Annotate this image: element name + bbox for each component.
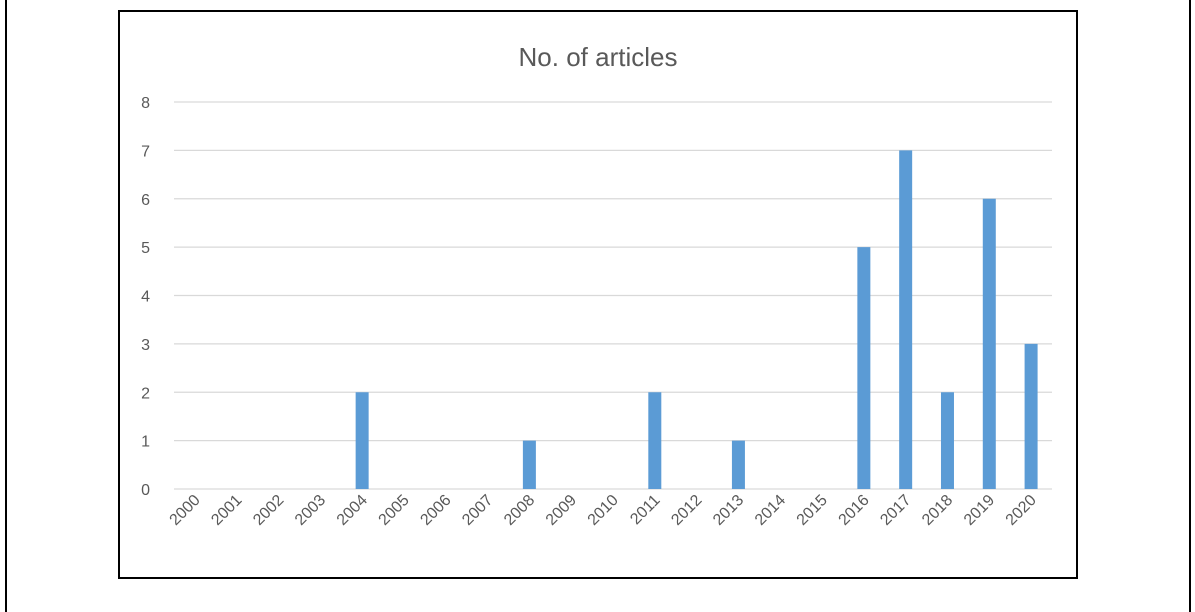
x-tick-label-2012: 2012 [668, 492, 705, 529]
x-tick-label-2019: 2019 [961, 492, 998, 529]
y-tick-label-3: 3 [141, 337, 150, 354]
bar-2004 [355, 392, 369, 489]
x-tick-label-2017: 2017 [877, 492, 914, 529]
y-tick-label-0: 0 [141, 482, 150, 499]
page-frame [5, 0, 1191, 612]
x-tick-label-2013: 2013 [710, 492, 747, 529]
bar-2019 [982, 198, 996, 489]
chart-title: No. of articles [519, 42, 678, 72]
x-tick-label-2001: 2001 [208, 492, 245, 529]
x-tick-label-2014: 2014 [752, 492, 789, 529]
x-tick-label-2009: 2009 [543, 492, 580, 529]
x-tick-label-2003: 2003 [292, 492, 329, 529]
gridlines [174, 101, 1052, 490]
x-tick-label-2007: 2007 [459, 492, 496, 529]
y-tick-label-1: 1 [141, 434, 150, 451]
x-tick-label-2016: 2016 [835, 492, 872, 529]
x-tick-label-2000: 2000 [167, 492, 204, 529]
bar-2018 [940, 392, 954, 489]
y-tick-label-5: 5 [141, 240, 150, 257]
bar-2011 [648, 392, 662, 489]
x-axis-ticks: 2000 2001 2002 2003 2004 2005 2006 2007 2008 2009… [167, 492, 1040, 529]
x-tick-label-2010: 2010 [585, 492, 622, 529]
x-tick-label-2004: 2004 [334, 492, 371, 529]
y-tick-label-4: 4 [141, 289, 150, 306]
bar-2020 [1024, 343, 1038, 489]
y-tick-label-8: 8 [141, 95, 150, 112]
x-tick-label-2005: 2005 [376, 492, 413, 529]
x-tick-label-2011: 2011 [627, 492, 663, 528]
x-tick-label-2008: 2008 [501, 492, 538, 529]
x-tick-label-2018: 2018 [919, 492, 956, 529]
bar-2008 [522, 440, 536, 489]
x-tick-label-2002: 2002 [250, 492, 287, 529]
y-tick-label-7: 7 [141, 143, 150, 160]
x-tick-label-2015: 2015 [794, 492, 831, 529]
bars [355, 150, 1038, 489]
bar-2017 [899, 150, 913, 489]
bar-2016 [857, 247, 871, 489]
y-axis-ticks: 0 1 2 3 4 5 6 7 8 [141, 95, 150, 499]
bar-2013 [731, 440, 745, 489]
y-tick-label-6: 6 [141, 192, 150, 209]
x-tick-label-2006: 2006 [417, 492, 454, 529]
x-tick-label-2020: 2020 [1003, 492, 1040, 529]
y-tick-label-2: 2 [141, 385, 150, 402]
